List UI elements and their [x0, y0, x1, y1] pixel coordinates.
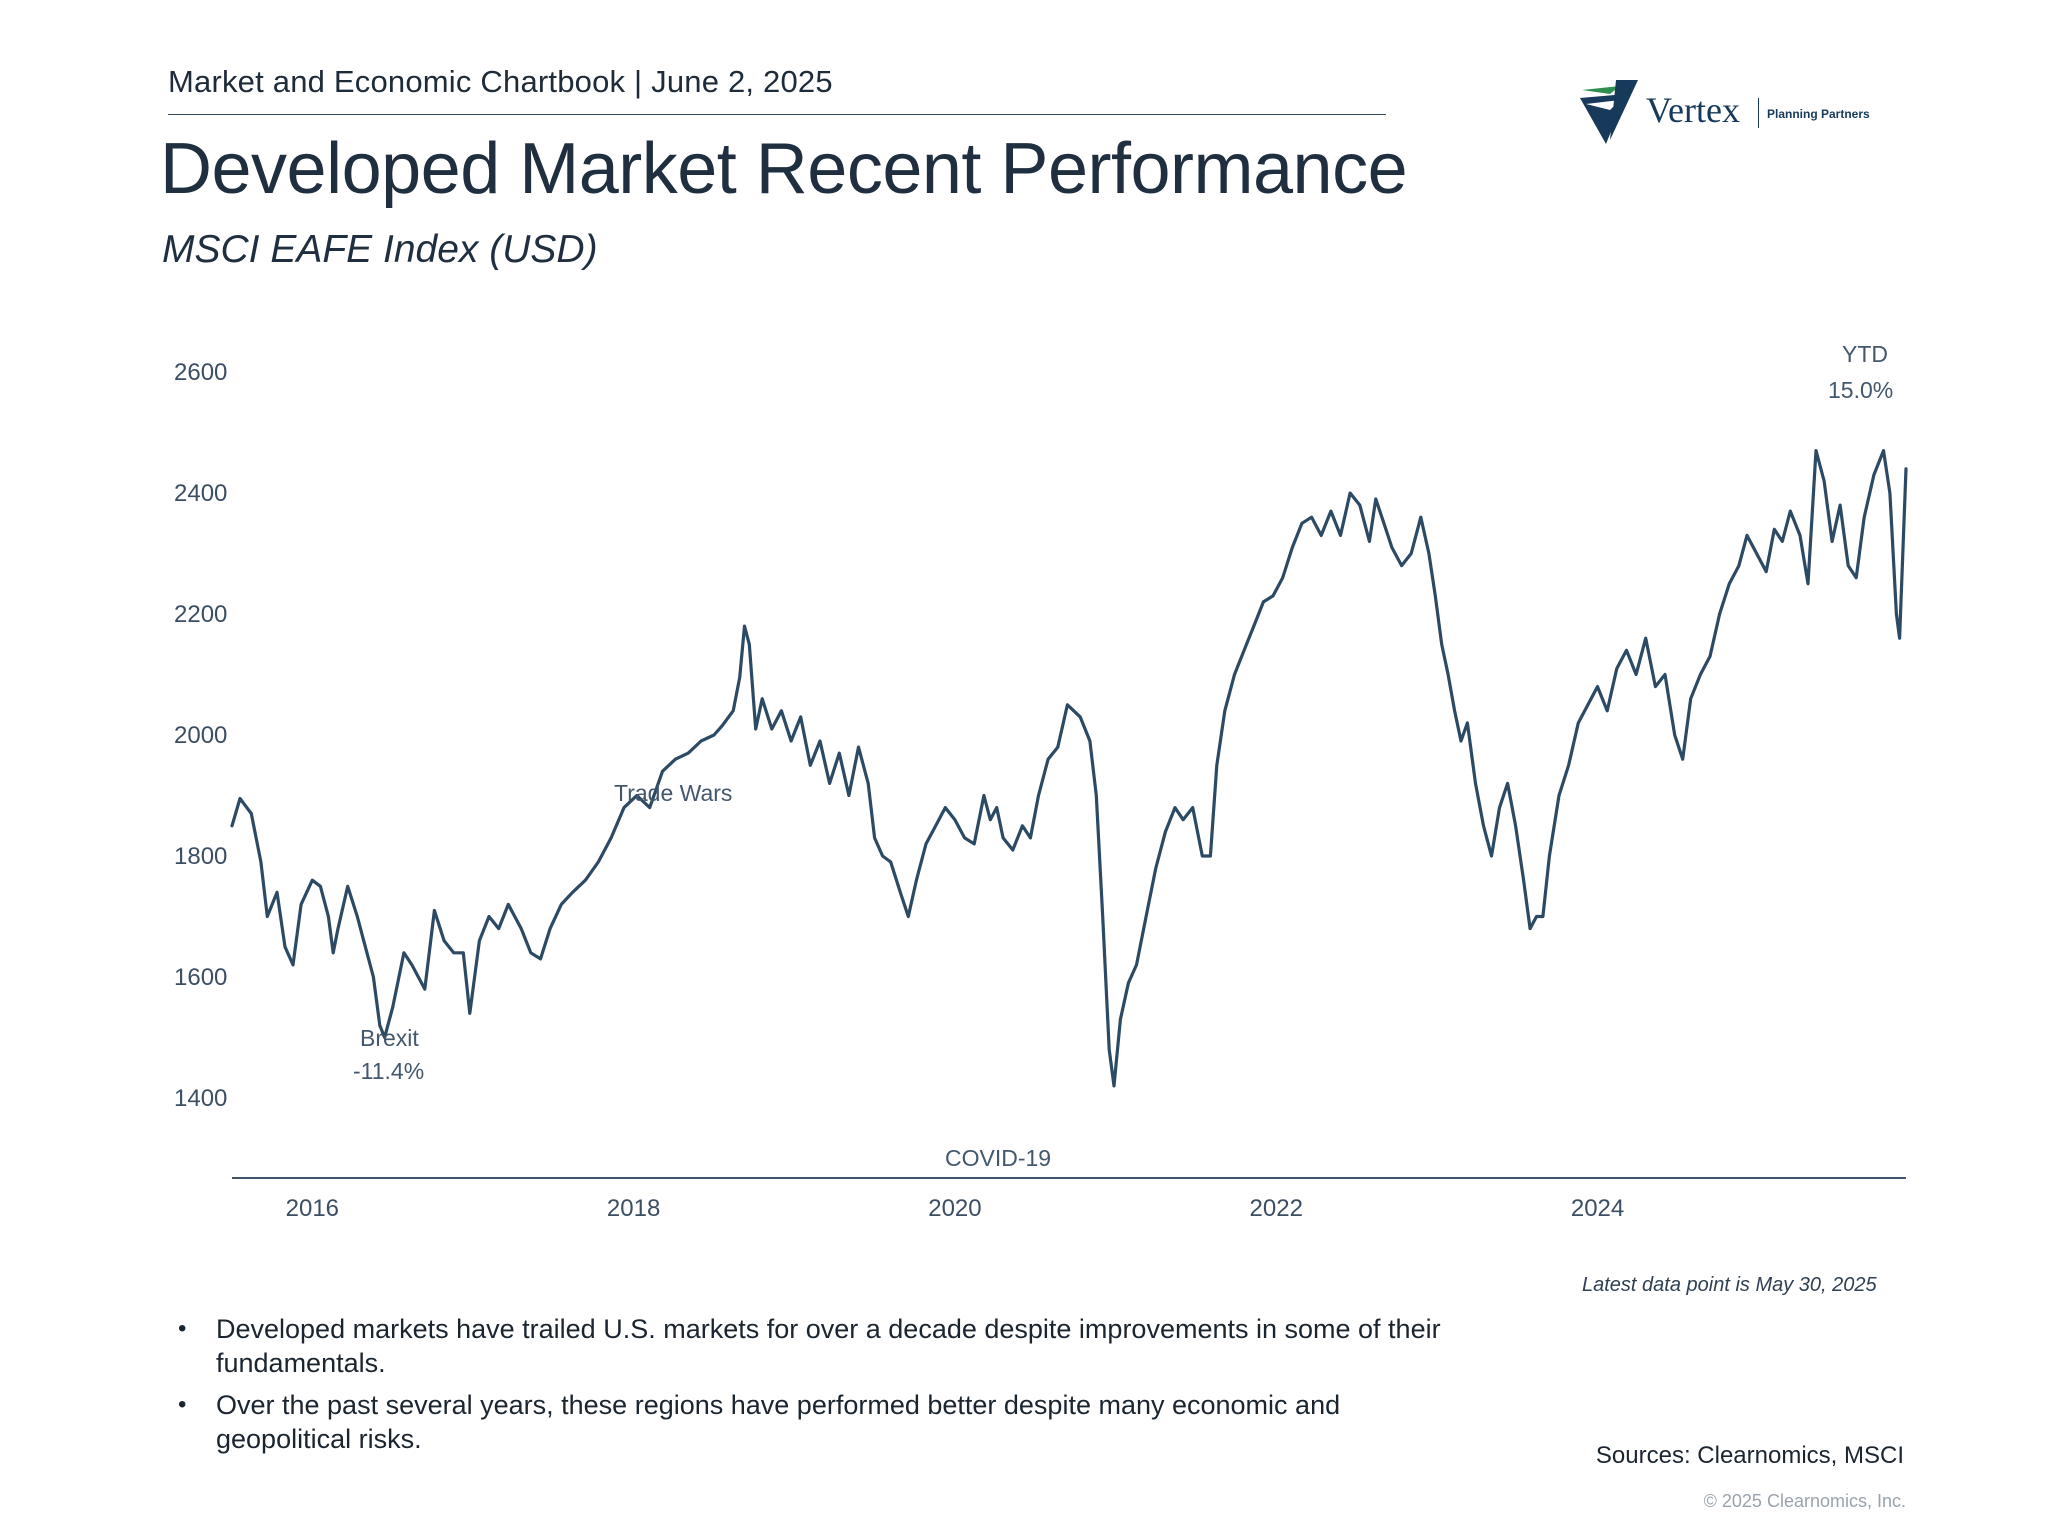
x-tick-label: 2018	[607, 1195, 660, 1222]
logo-name: Vertex	[1646, 90, 1740, 130]
x-axis-ticks: 2016 2018 2020 2022 2024	[286, 1195, 1625, 1222]
annotation-ytd-value: 15.0%	[1828, 377, 1893, 403]
bullet-list: Developed markets have trailed U.S. mark…	[178, 1312, 1478, 1464]
vertex-chevron-icon	[1580, 80, 1638, 144]
y-tick-label: 2000	[174, 722, 227, 749]
vertex-logo: Vertex Planning Partners	[1580, 80, 1900, 152]
y-tick-label: 1400	[174, 1085, 227, 1112]
y-tick-label: 1600	[174, 964, 227, 991]
latest-data-note: Latest data point is May 30, 2025	[1582, 1274, 1877, 1296]
series-line-msci-eafe	[230, 449, 1908, 1088]
x-tick-label: 2022	[1250, 1195, 1303, 1222]
annotation-trade-wars: Trade Wars	[614, 780, 732, 806]
sources: Sources: Clearnomics, MSCI	[1595, 1442, 1904, 1469]
copyright: © 2025 Clearnomics, Inc.	[1703, 1491, 1906, 1511]
y-tick-label: 2200	[174, 601, 227, 628]
logo-divider	[1758, 98, 1759, 128]
bullet-item: Over the past several years, these regio…	[178, 1388, 1478, 1456]
annotation-brexit-value: -11.4%	[353, 1058, 424, 1084]
annotation-brexit-label: Brexit	[360, 1025, 419, 1051]
logo-tagline: Planning Partners	[1767, 107, 1870, 121]
page-title: Developed Market Recent Performance	[160, 129, 1408, 209]
chartbook-header: Market and Economic Chartbook | June 2, …	[168, 64, 833, 99]
y-tick-label: 2400	[174, 480, 227, 507]
annotation-ytd-label: YTD	[1842, 341, 1888, 367]
y-tick-label: 2600	[174, 359, 227, 386]
x-tick-label: 2020	[928, 1195, 981, 1222]
x-tick-label: 2016	[286, 1195, 339, 1222]
x-tick-label: 2024	[1571, 1195, 1624, 1222]
y-tick-label: 1800	[174, 843, 227, 870]
page-subtitle: MSCI EAFE Index (USD)	[162, 228, 598, 271]
annotation-covid: COVID-19	[945, 1145, 1051, 1171]
y-axis-ticks: 1400 1600 1800 2000 2200 2400 2600	[174, 359, 227, 1112]
header-divider	[168, 114, 1386, 115]
bullet-item: Developed markets have trailed U.S. mark…	[178, 1312, 1478, 1380]
